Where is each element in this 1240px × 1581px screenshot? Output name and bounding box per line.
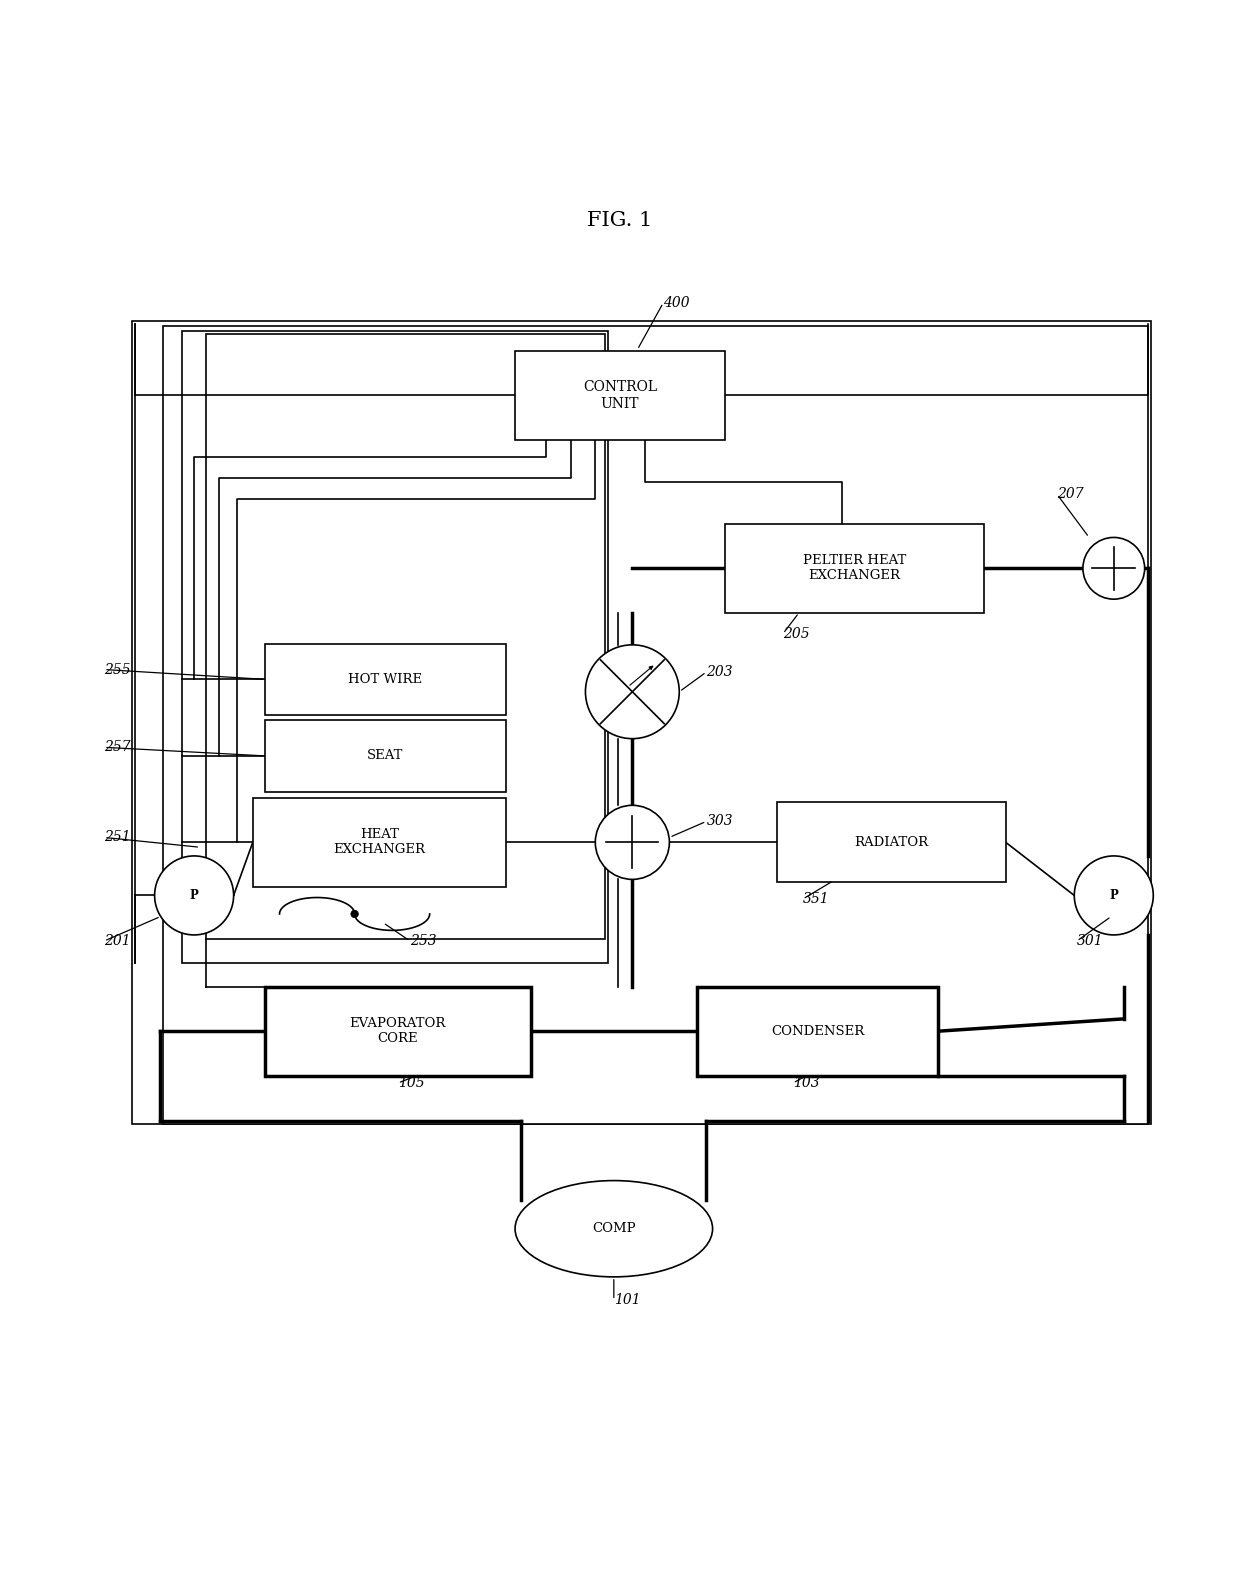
FancyBboxPatch shape	[515, 351, 725, 440]
Text: EVAPORATOR
CORE: EVAPORATOR CORE	[350, 1017, 446, 1045]
Text: 255: 255	[104, 662, 130, 677]
Text: 301: 301	[1076, 934, 1104, 949]
Text: 201: 201	[104, 934, 130, 949]
Text: HEAT
EXCHANGER: HEAT EXCHANGER	[334, 828, 425, 857]
Circle shape	[1083, 538, 1145, 599]
Text: 257: 257	[104, 740, 130, 754]
Text: HOT WIRE: HOT WIRE	[348, 674, 423, 686]
Text: 103: 103	[792, 1077, 820, 1089]
FancyBboxPatch shape	[265, 987, 531, 1075]
Text: COMP: COMP	[591, 1222, 636, 1235]
Text: CONTROL
UNIT: CONTROL UNIT	[583, 381, 657, 411]
FancyBboxPatch shape	[182, 332, 608, 963]
Text: 351: 351	[802, 892, 830, 906]
Text: CONDENSER: CONDENSER	[771, 1024, 864, 1037]
Text: RADIATOR: RADIATOR	[854, 836, 929, 849]
Text: 400: 400	[663, 296, 689, 310]
Text: SEAT: SEAT	[367, 749, 404, 762]
Text: 251: 251	[104, 830, 130, 844]
Text: 253: 253	[410, 934, 436, 949]
Text: 105: 105	[398, 1077, 424, 1089]
FancyBboxPatch shape	[777, 802, 1006, 882]
Text: 303: 303	[707, 814, 733, 828]
FancyBboxPatch shape	[697, 987, 937, 1075]
FancyBboxPatch shape	[265, 719, 506, 792]
Circle shape	[1074, 855, 1153, 934]
Circle shape	[351, 911, 358, 917]
Text: P: P	[190, 889, 198, 901]
Text: 203: 203	[707, 666, 733, 678]
Text: P: P	[1110, 889, 1118, 901]
Text: 101: 101	[614, 1293, 640, 1307]
Text: FIG. 1: FIG. 1	[588, 210, 652, 229]
Ellipse shape	[515, 1181, 713, 1277]
FancyBboxPatch shape	[133, 321, 1151, 1124]
Circle shape	[585, 645, 680, 738]
FancyBboxPatch shape	[265, 643, 506, 715]
FancyBboxPatch shape	[725, 523, 985, 613]
Circle shape	[595, 805, 670, 879]
FancyBboxPatch shape	[253, 798, 506, 887]
Text: 205: 205	[782, 626, 810, 640]
Text: PELTIER HEAT
EXCHANGER: PELTIER HEAT EXCHANGER	[804, 555, 906, 582]
FancyBboxPatch shape	[207, 334, 605, 939]
Text: 207: 207	[1056, 487, 1084, 501]
FancyBboxPatch shape	[164, 326, 1148, 1124]
Circle shape	[155, 855, 233, 934]
